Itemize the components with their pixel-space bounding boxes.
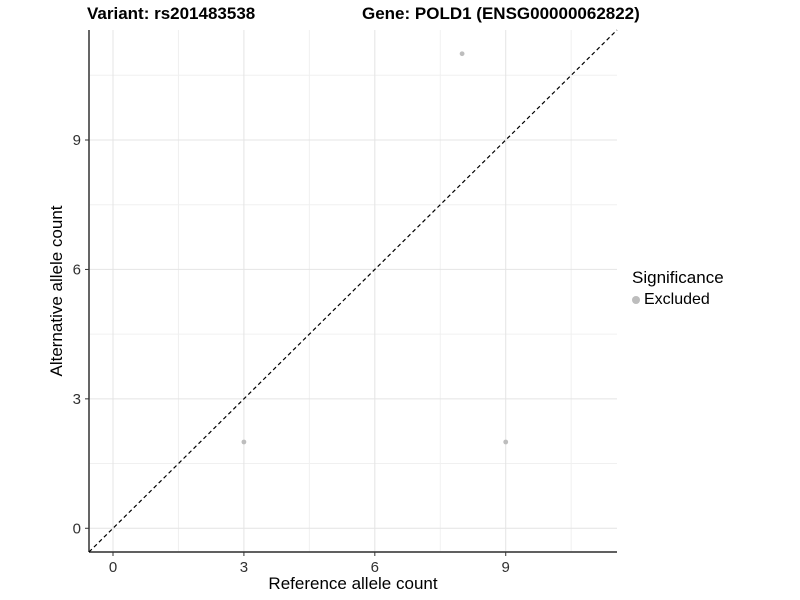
- plot-title-gene: Gene: POLD1 (ENSG00000062822): [362, 4, 640, 23]
- identity-line: [88, 29, 618, 553]
- x-tick-label: 3: [240, 559, 248, 576]
- legend-item-excluded: Excluded: [632, 291, 724, 309]
- legend: Significance Excluded: [632, 267, 724, 309]
- y-tick-label: 6: [73, 261, 81, 278]
- data-point: [503, 439, 509, 445]
- legend-point-swatch: [632, 296, 640, 304]
- y-tick-label: 3: [73, 391, 81, 408]
- x-axis-title: Reference allele count: [268, 574, 438, 593]
- y-axis-title: Alternative allele count: [47, 205, 66, 377]
- data-point: [459, 51, 465, 57]
- x-tick-label: 9: [502, 559, 510, 576]
- data-point: [241, 439, 247, 445]
- legend-title: Significance: [632, 268, 724, 287]
- legend-item-label: Excluded: [644, 291, 710, 308]
- x-tick-label: 0: [109, 559, 117, 576]
- x-tick-label: 6: [371, 559, 379, 576]
- y-tick-label: 9: [73, 132, 81, 149]
- plot-title-variant: Variant: rs201483538: [87, 4, 256, 23]
- y-tick-label: 0: [73, 520, 81, 537]
